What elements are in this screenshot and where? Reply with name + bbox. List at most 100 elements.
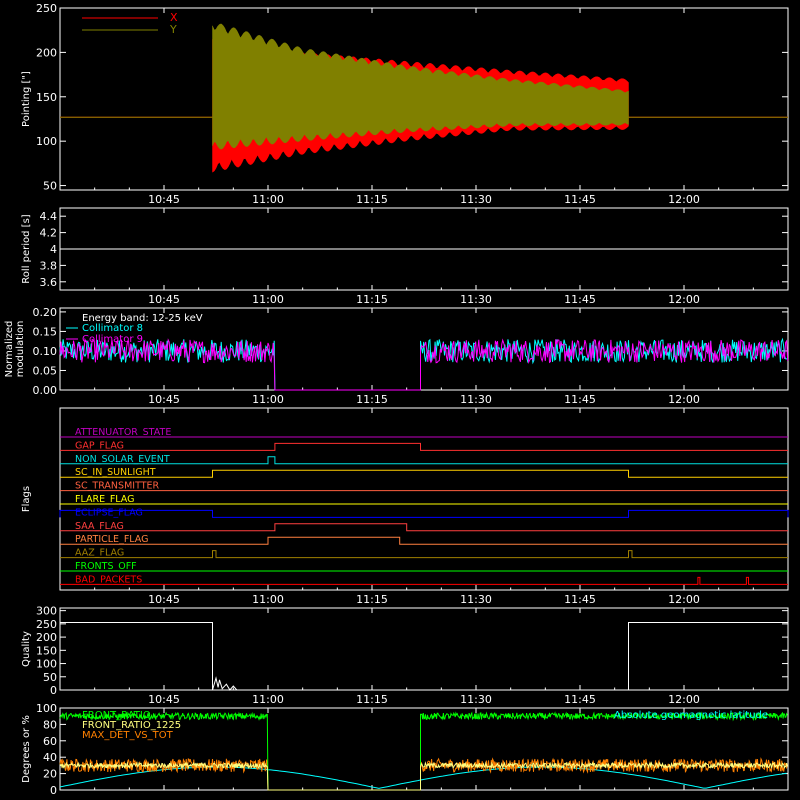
x-tick-label: 12:00 [668, 593, 700, 606]
y-tick-label: 100 [36, 135, 57, 148]
y-tick-label: 150 [36, 91, 57, 104]
y-tick-label: 0 [50, 684, 57, 697]
x-tick-label: 11:45 [564, 593, 596, 606]
x-tick-label: 11:45 [564, 193, 596, 206]
y-tick-label: 20 [43, 768, 57, 781]
y-tick-label: 60 [43, 735, 57, 748]
y-tick-label: 100 [36, 658, 57, 671]
x-tick-label: 12:00 [668, 393, 700, 406]
y-tick-label: 200 [36, 631, 57, 644]
x-tick-label: 10:45 [148, 193, 180, 206]
y-tick-label: 40 [43, 751, 57, 764]
legend-label-collimator-8: Collimator 8 [82, 323, 143, 334]
flag-label: SAA_FLAG [75, 521, 124, 532]
x-tick-label: 11:00 [252, 193, 284, 206]
x-tick-label: 11:00 [252, 693, 284, 706]
y-tick-label: 4.4 [40, 210, 58, 223]
x-tick-label: 11:15 [356, 693, 388, 706]
flag-label: SC_TRANSMITTER [75, 481, 160, 492]
y-tick-label: 3.8 [40, 259, 58, 272]
x-tick-label: 11:15 [356, 293, 388, 306]
x-tick-label: 11:30 [460, 693, 492, 706]
flag-label: AAZ_FLAG [75, 548, 124, 559]
y-tick-label: 50 [43, 180, 57, 193]
y-tick-label: 250 [36, 2, 57, 15]
flag-label: GAP_FLAG [75, 440, 124, 451]
flag-label: FLARE_FLAG [75, 494, 135, 505]
y-tick-label: 0.05 [33, 364, 58, 377]
legend-label-geomagnetic-latitude: Absolute geomagnetic latitude [614, 710, 768, 721]
legend-label-collimator-9: Collimator 9 [82, 334, 143, 345]
flag-label: FRONTS_OFF [75, 561, 137, 572]
quality-line [60, 622, 788, 691]
panel-1-frame [59, 7, 789, 191]
y-tick-label: 0.00 [33, 384, 58, 397]
panels-container: 10:45 11:00 11:15 11:30 11:45 12:005010015020… [4, 2, 789, 797]
legend-label-y: Y [169, 23, 177, 36]
x-tick-label: 11:15 [356, 193, 388, 206]
series-y-band [212, 23, 629, 150]
y-tick-label: 80 [43, 718, 57, 731]
x-tick-label: 10:45 [148, 393, 180, 406]
x-tick-label: 10:45 [148, 693, 180, 706]
flag-line [60, 469, 788, 478]
panel-4-frame [59, 407, 789, 591]
y-tick-label: 0.15 [33, 325, 58, 338]
y-axis-label: Degrees or % [21, 715, 32, 783]
series-front-ratio-1225-line [59, 761, 788, 791]
y-tick-label: 0.20 [33, 306, 58, 319]
y-axis-label: Roll period [s] [21, 214, 32, 283]
y-axis-label: Pointing ["] [21, 71, 32, 127]
flag-line [60, 550, 788, 559]
x-tick-label: 10:45 [148, 293, 180, 306]
x-tick-label: 12:00 [668, 693, 700, 706]
x-tick-label: 11:45 [564, 393, 596, 406]
y-tick-label: 4 [50, 243, 57, 256]
y-axis-label: Quality [21, 631, 32, 667]
y-axis-label: Flags [21, 486, 32, 512]
y-axis-label: modulation [15, 321, 26, 378]
series-front-ratio-line [59, 711, 788, 791]
y-tick-label: 0 [50, 784, 57, 797]
series-max-det-vs-tot-line [59, 757, 788, 791]
flag-line [60, 442, 788, 451]
x-tick-label: 12:00 [668, 293, 700, 306]
x-tick-label: 12:00 [668, 193, 700, 206]
y-tick-label: 150 [36, 644, 57, 657]
series-collimator-9-line [59, 337, 789, 391]
flag-label: ATTENUATOR_STATE [75, 427, 171, 438]
y-axis-label: Normalized [4, 321, 15, 378]
x-tick-label: 11:30 [460, 293, 492, 306]
x-tick-label: 11:30 [460, 593, 492, 606]
legend-label-front-ratio: FRONT_RATIO [82, 710, 151, 721]
y-tick-label: 4.2 [40, 227, 58, 240]
flag-line [60, 576, 788, 585]
flag-line [59, 509, 789, 518]
x-tick-label: 11:00 [252, 293, 284, 306]
y-tick-label: 250 [36, 618, 57, 631]
y-tick-label: 50 [43, 671, 57, 684]
series-collimator-8-line [59, 337, 789, 391]
panel-6-frame [59, 707, 789, 791]
x-tick-label: 11:45 [564, 693, 596, 706]
flag-label: BAD_PACKETS [75, 574, 142, 585]
flag-line [60, 523, 788, 532]
x-tick-label: 11:00 [252, 393, 284, 406]
legend-label-x: X [170, 11, 178, 24]
flag-line [60, 456, 788, 465]
legend-label-front-ratio-1225: FRONT_RATIO_1225 [82, 720, 181, 731]
x-tick-label: 11:30 [460, 393, 492, 406]
x-tick-label: 11:15 [356, 593, 388, 606]
x-tick-label: 11:45 [564, 293, 596, 306]
energy-band-annotation: Energy band: 12-25 keV [82, 313, 203, 324]
y-tick-label: 100 [36, 702, 57, 715]
flag-label: NON_SOLAR_EVENT [75, 454, 170, 465]
flag-label: ECLIPSE_FLAG [75, 507, 143, 518]
legend-label-max-det-vs-tot: MAX_DET_VS_TOT [82, 730, 174, 741]
flag-label: SC_IN_SUNLIGHT [75, 467, 156, 478]
y-tick-label: 300 [36, 605, 57, 618]
series-geomagnetic-latitude-line [59, 766, 787, 789]
x-tick-label: 11:30 [460, 193, 492, 206]
flag-label: PARTICLE_FLAG [75, 534, 148, 545]
